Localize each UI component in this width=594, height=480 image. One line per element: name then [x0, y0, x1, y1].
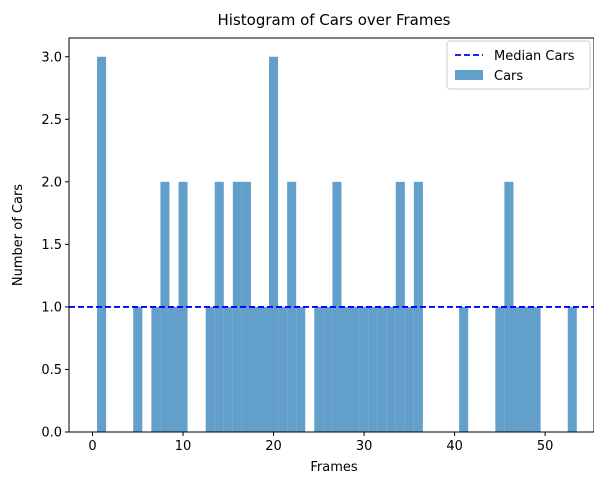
histogram-bar [359, 306, 369, 432]
chart-title: Histogram of Cars over Frames [218, 11, 451, 29]
histogram-bar [341, 306, 351, 432]
histogram-bar [151, 306, 161, 432]
histogram-bar [350, 306, 360, 432]
histogram-bar [314, 306, 324, 432]
y-axis-label: Number of Cars [11, 184, 26, 286]
histogram-bar [522, 306, 532, 432]
x-tick-label: 30 [356, 439, 373, 454]
x-tick-label: 50 [537, 439, 554, 454]
y-axis-ticks: 0.0 0.5 1.0 1.5 2.0 2.5 3.0 [41, 50, 69, 441]
histogram-bar [223, 306, 233, 432]
histogram-bar [404, 306, 414, 432]
histogram-bar [567, 306, 577, 432]
y-tick-label: 0.0 [41, 426, 62, 441]
x-tick-label: 20 [265, 439, 282, 454]
histogram-bar [97, 56, 107, 433]
histogram-bar [296, 306, 306, 432]
histogram-bar [250, 306, 260, 432]
histogram-bar [133, 306, 143, 432]
histogram-bar [495, 306, 505, 432]
y-tick-label: 1.0 [41, 300, 62, 315]
histogram-bar [214, 181, 224, 432]
histogram-bar [269, 56, 279, 433]
histogram-bar [504, 181, 514, 432]
histogram-bar [513, 306, 523, 432]
histogram-bar [169, 306, 179, 432]
y-tick-label: 3.0 [41, 50, 62, 65]
histogram-bar [323, 306, 333, 432]
axes-frame [68, 37, 594, 433]
legend: Median Cars Cars [446, 40, 591, 90]
histogram-bar [259, 306, 270, 432]
histogram-bar [278, 306, 288, 432]
histogram-bar [232, 181, 242, 432]
histogram-bar [386, 306, 396, 432]
y-tick-label: 2.0 [41, 175, 62, 190]
x-tick-label: 10 [175, 439, 192, 454]
histogram-bar [205, 306, 215, 432]
histogram-bar [287, 181, 297, 432]
histogram-bar [459, 306, 469, 432]
x-axis-label: Frames [310, 460, 358, 475]
y-tick-label: 0.5 [41, 363, 62, 378]
x-axis-ticks: 0 10 20 30 40 50 [88, 432, 553, 454]
y-tick-label: 1.5 [41, 238, 62, 253]
legend-cars-label: Cars [494, 69, 523, 84]
histogram-bar [377, 306, 387, 432]
histogram-bar [413, 181, 423, 432]
histogram-bar [531, 306, 541, 432]
histogram-bar [368, 306, 378, 432]
legend-cars-swatch [455, 70, 483, 80]
histogram-bar [332, 181, 342, 432]
histogram-bar [241, 181, 251, 432]
legend-median-label: Median Cars [494, 49, 575, 64]
histogram-bar [395, 181, 405, 432]
histogram-bar [178, 181, 188, 432]
bars-layer [97, 56, 577, 433]
x-tick-label: 40 [446, 439, 463, 454]
y-tick-label: 2.5 [41, 113, 62, 128]
x-tick-label: 0 [88, 439, 96, 454]
